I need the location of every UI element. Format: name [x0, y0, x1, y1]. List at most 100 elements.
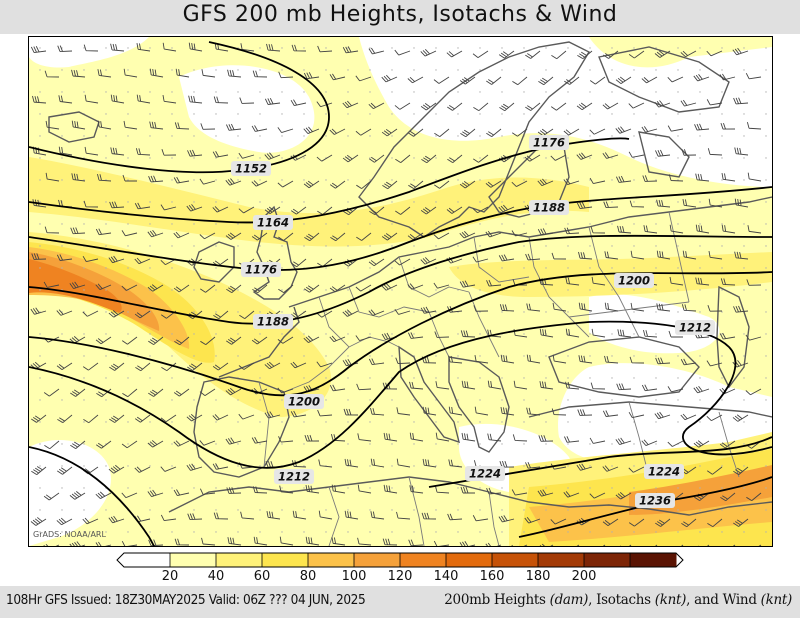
units-wind-unit: (knt): [760, 592, 793, 608]
wind-barb: [459, 541, 476, 546]
svg-text:1176: 1176: [533, 136, 565, 150]
wind-barb: [134, 414, 151, 423]
wind-barb: [525, 102, 541, 111]
wind-barb: [734, 147, 749, 156]
wind-barb: [655, 518, 671, 527]
wind-barb: [136, 43, 151, 52]
wind-barb: [615, 437, 632, 445]
contour-line: [29, 41, 330, 174]
wind-barb: [279, 536, 294, 546]
contour-label: 1224: [644, 464, 684, 479]
contour-label: 1212: [274, 469, 314, 484]
wind-barb: [110, 147, 125, 156]
wind-barb: [434, 180, 450, 189]
wind-barb: [732, 47, 749, 56]
wind-barb: [499, 102, 515, 112]
wind-barb: [654, 100, 671, 108]
wind-barb: [134, 202, 151, 210]
wind-barb: [162, 94, 177, 104]
wind-barb: [329, 384, 346, 392]
wind-barb: [719, 440, 736, 449]
wind-barb: [200, 336, 216, 346]
wind-barb: [370, 458, 385, 468]
contour-label: 1152: [231, 161, 271, 176]
wind-barb: [695, 277, 710, 286]
wind-barb: [707, 148, 723, 156]
map-panel: 1152 1164 1176 1188 1200 1212 1224 1236 …: [28, 36, 773, 547]
wind-barb: [108, 255, 125, 264]
wind-barb: [680, 99, 697, 107]
wind-barb: [160, 204, 177, 211]
wind-barb: [447, 513, 463, 521]
svg-text:1188: 1188: [533, 201, 565, 215]
wind-barb: [212, 206, 229, 213]
wind-barb: [239, 310, 255, 320]
wind-barb: [435, 432, 450, 442]
wind-barb: [420, 306, 437, 314]
wind-barb: [564, 436, 580, 443]
wind-barb: [604, 302, 619, 312]
wind-barb: [565, 277, 580, 286]
wind-barb: [604, 251, 619, 260]
wind-barb: [58, 95, 73, 104]
wind-barb: [303, 335, 320, 343]
wind-barb: [473, 305, 489, 312]
wind-barb: [409, 381, 424, 390]
map-credit: GrADS: NOAA/ARL: [33, 530, 106, 539]
wind-barb: [226, 336, 242, 345]
wind-barb: [630, 302, 645, 312]
chart-title: GFS 200 mb Heights, Isotachs & Wind: [182, 2, 618, 27]
wind-barb: [512, 76, 528, 86]
wind-barb: [225, 437, 242, 445]
wind-barb: [45, 172, 60, 182]
wind-barb: [305, 484, 320, 494]
coastlines: [48, 41, 772, 516]
wind-barb: [485, 180, 502, 188]
wind-barb: [97, 120, 112, 130]
wind-barb: [227, 69, 242, 78]
wind-barb: [253, 536, 268, 546]
units-info: 200mb Heights (dam), Isotachs (knt), and…: [444, 592, 792, 608]
wind-barb: [290, 410, 307, 418]
wind-barb: [421, 512, 437, 520]
wind-barb: [681, 304, 697, 312]
wind-barb: [71, 173, 86, 182]
contour-line: [518, 476, 772, 538]
wind-barb: [251, 436, 268, 444]
wind-barb: [70, 440, 86, 449]
wind-barb: [448, 459, 463, 468]
wind-barb: [188, 95, 203, 104]
wind-barb: [643, 225, 658, 234]
wind-barb: [147, 229, 164, 238]
wind-barb: [746, 122, 762, 130]
wind-barb: [264, 361, 281, 370]
wind-barb: [108, 464, 125, 474]
wind-barb: [693, 440, 710, 448]
wind-barb: [368, 47, 385, 55]
units-heights-unit: (dam): [549, 592, 589, 608]
wind-barb: [316, 154, 333, 162]
wind-barb: [30, 517, 47, 526]
wind-barb: [264, 206, 281, 215]
wind-barb: [396, 458, 411, 468]
wind-barb: [409, 432, 424, 442]
wind-barb: [83, 44, 99, 52]
wind-barb: [199, 232, 216, 240]
wind-barb: [745, 388, 762, 396]
wind-barb: [733, 466, 749, 475]
wind-barb: [303, 126, 320, 134]
contour-label: 1212: [675, 320, 715, 335]
wind-barb: [69, 336, 86, 344]
country-borders: [258, 211, 740, 546]
wind-barb: [186, 463, 203, 471]
svg-text:1164: 1164: [257, 216, 289, 230]
wind-barb: [669, 276, 684, 286]
wind-barb: [656, 199, 671, 208]
wind-barb: [434, 331, 450, 338]
wind-barb: [238, 362, 255, 370]
wind-barb: [121, 440, 138, 449]
wind-barb: [576, 202, 593, 210]
wind-barb: [433, 232, 450, 240]
wind-barb: [433, 76, 450, 84]
wind-barb: [71, 120, 86, 130]
